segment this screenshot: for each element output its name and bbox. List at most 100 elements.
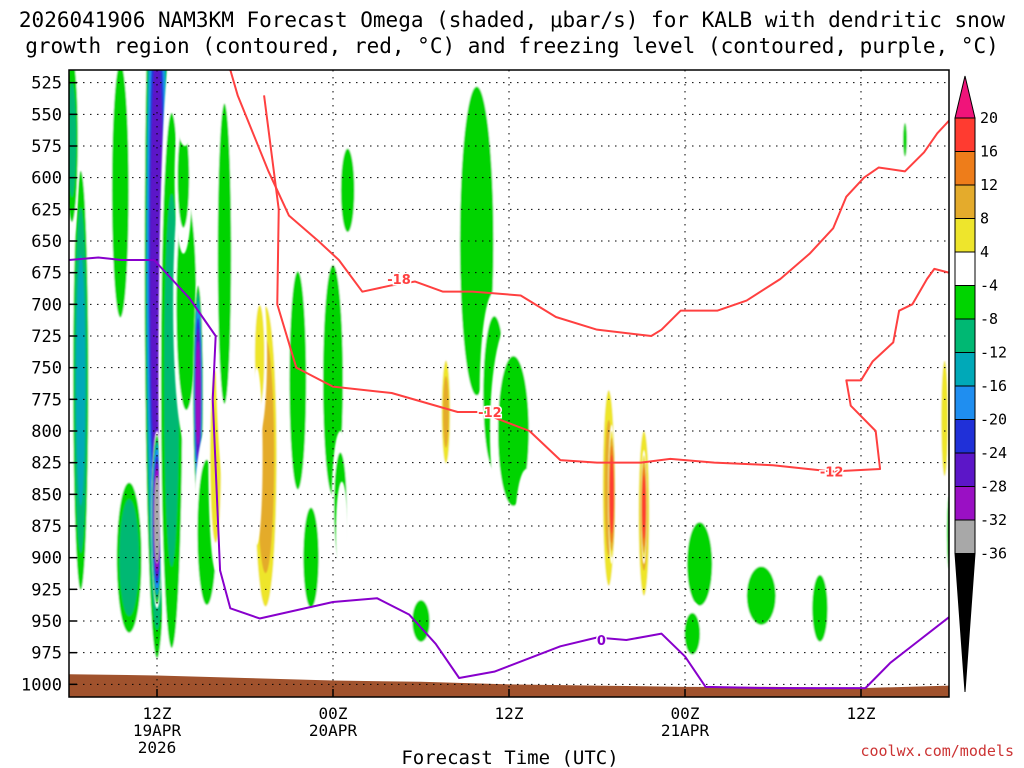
omega-feature-47	[902, 114, 908, 165]
y-tick-label-850: 850	[31, 485, 62, 505]
omega-level--8	[903, 122, 907, 157]
colorbar-label-10: -24	[980, 444, 1007, 462]
omega-level-20	[642, 474, 646, 540]
dgz-contour-1	[263, 95, 949, 473]
colorbar-label-7: -12	[980, 344, 1007, 362]
freezing-level-contour-label: 0	[597, 634, 606, 649]
omega-level-4	[377, 70, 392, 127]
omega-feature-4	[114, 469, 144, 647]
y-tick-label-700: 700	[31, 295, 62, 315]
y-tick-label-650: 650	[31, 232, 62, 252]
x-tick-label-0-1: 19APR	[133, 721, 182, 740]
colorbar-bin-10	[954, 419, 976, 454]
x-tick-label-3-0: 00Z	[671, 704, 700, 723]
omega-feature-24	[335, 481, 348, 583]
colorbar-label-2: 12	[980, 176, 998, 194]
omega-feature-19	[286, 228, 310, 533]
colorbar: 20 16 12 8 4 -4 -8 -12 -16 -20 -24 -28 -32 -36	[954, 75, 1007, 693]
colorbar-label-3: 8	[980, 210, 989, 228]
dgz-contour-1-label-b: -12	[820, 466, 844, 481]
omega-feature-18	[250, 367, 263, 545]
omega-feature-30	[440, 76, 455, 229]
y-tick-label-675: 675	[31, 264, 62, 284]
omega-feature-43	[680, 500, 719, 628]
y-tick-label-550: 550	[31, 105, 62, 125]
omega-level--8	[217, 103, 232, 404]
colorbar-label-13: -36	[980, 545, 1007, 563]
y-tick-label-875: 875	[31, 517, 62, 537]
omega-level--8	[340, 148, 355, 233]
omega-level-4	[366, 70, 394, 647]
omega-level--8	[687, 522, 713, 606]
omega-feature-1	[69, 70, 80, 241]
omega-level--12	[119, 499, 139, 617]
omega-level--8	[746, 566, 776, 625]
omega-feature-27	[407, 589, 435, 653]
omega-feature-44	[680, 602, 705, 666]
colorbar-bin-8	[954, 352, 976, 387]
ground-surface	[69, 674, 949, 697]
x-tick-label-3-1: 21APR	[661, 721, 710, 740]
omega-level-4	[514, 468, 539, 596]
omega-feature-42	[657, 431, 669, 558]
omega-feature-29	[440, 348, 452, 476]
omega-level--8	[684, 612, 701, 655]
colorbar-bin-1	[954, 117, 976, 152]
omega-feature-14	[214, 70, 235, 482]
y-tick-label-950: 950	[31, 612, 62, 632]
omega-feature-26	[377, 70, 392, 127]
omega-level-4	[176, 70, 194, 146]
pressure-axis: 525 550 575 600 625 650 675 700 725 750 775 800 825 8…	[21, 74, 77, 695]
y-tick-label-625: 625	[31, 200, 62, 220]
x-tick-label-1-0: 00Z	[319, 704, 348, 723]
colorbar-label-1: 16	[980, 143, 998, 161]
credit-text[interactable]: coolwx.com/models	[860, 742, 1014, 760]
y-tick-label-750: 750	[31, 359, 62, 379]
omega-level-4	[944, 114, 949, 241]
omega-level--8	[303, 507, 319, 608]
x-tick-label-0-2: 2026	[138, 738, 177, 757]
chart-title-line-2: growth region (contoured, red, °C) and f…	[25, 34, 999, 58]
colorbar-label-8: -16	[980, 377, 1007, 395]
colorbar-label-6: -8	[980, 310, 998, 328]
dgz-contour-1-label: -12	[478, 406, 502, 421]
y-tick-label-600: 600	[31, 169, 62, 189]
contour-lines: -18 -12 -12 0	[69, 70, 949, 690]
ground-layer	[69, 674, 949, 697]
omega-level-4	[553, 70, 571, 140]
colorbar-label-9: -20	[980, 411, 1007, 429]
x-axis-label: Forecast Time (UTC)	[401, 747, 618, 768]
chart-title-line-1: 2026041906 NAM3KM Forecast Omega (shaded…	[19, 8, 1006, 32]
omega-feature-46	[808, 557, 832, 659]
omega-feature-34	[514, 468, 539, 596]
dgz-contour-0-label: -18	[387, 273, 411, 288]
y-tick-label-525: 525	[31, 74, 62, 94]
omega-level--8	[497, 355, 529, 507]
omega-feature-52	[944, 114, 949, 241]
omega-feature-13	[176, 70, 194, 146]
omega-level-8	[941, 360, 948, 476]
dgz-contour-0	[229, 70, 949, 337]
freezing-level-contour	[69, 256, 949, 690]
omega-level--8	[111, 70, 129, 318]
omega-level--12	[69, 82, 77, 197]
omega-level-4	[910, 424, 935, 539]
omega-feature-45	[739, 551, 784, 641]
y-tick-label-975: 975	[31, 644, 62, 664]
colorbar-bin-4	[954, 218, 976, 253]
colorbar-bin-5	[954, 251, 976, 286]
colorbar-bottom-arrow	[954, 553, 976, 693]
colorbar-bin-3	[954, 184, 976, 219]
omega-level-4	[657, 431, 669, 558]
omega-level--32	[195, 341, 201, 445]
omega-feature-25	[366, 70, 394, 647]
omega-feature-48	[910, 424, 935, 539]
omega-level-4	[440, 76, 455, 229]
omega-feature-23	[337, 127, 358, 254]
omega-level-4	[250, 367, 263, 545]
omega-level--36	[154, 475, 160, 564]
y-tick-label-825: 825	[31, 454, 62, 474]
y-tick-label-775: 775	[31, 390, 62, 410]
